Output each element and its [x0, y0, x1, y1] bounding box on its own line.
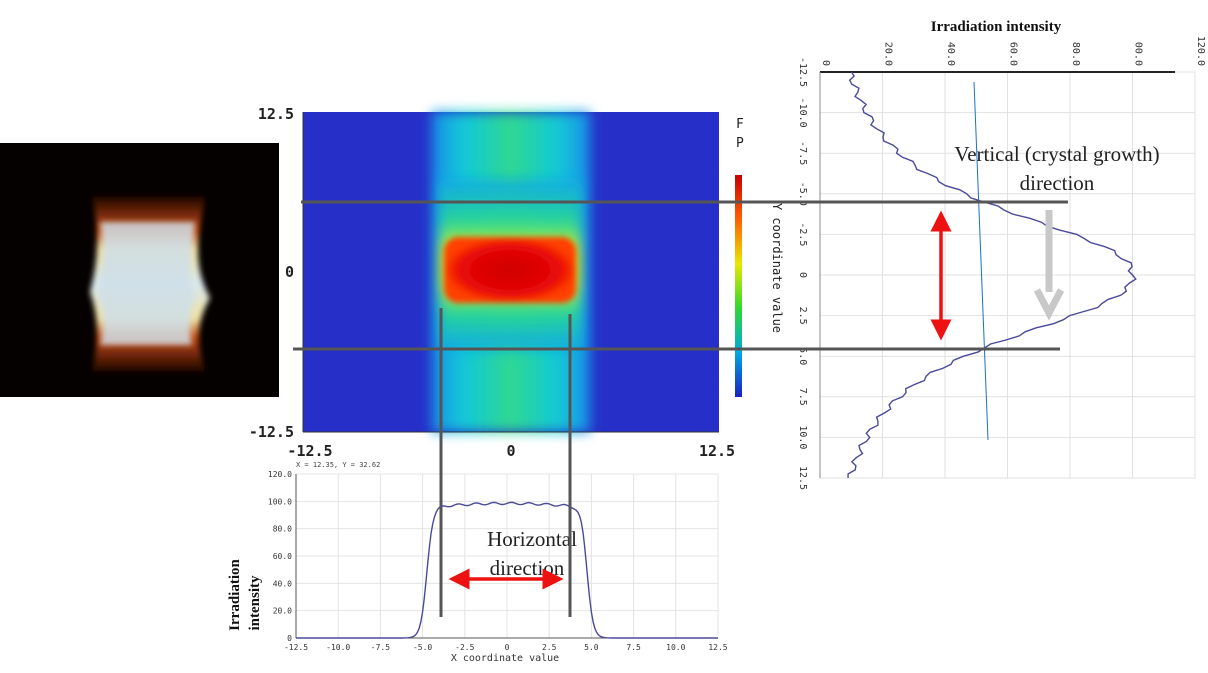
vertical-profile-ticks: 0 20.0 40.0 60.0 80.0 00.0 120.0 -12.5 -10.0 -7.5…	[797, 36, 1206, 490]
horizontal-profile-y-tick: 120.0	[268, 470, 292, 479]
horizontal-profile-y-tick: 0	[287, 634, 292, 643]
vertical-profile-position-tick: 7.5	[797, 388, 808, 406]
horizontal-profile-ylabel: intensity	[247, 575, 263, 631]
vertical-profile-half-max-line	[973, 81, 989, 441]
vertical-profile-position-tick: -2.5	[797, 222, 808, 246]
vertical-profile-position-tick: 10.0	[797, 425, 808, 449]
colorbar-label: Y coordinate value	[770, 203, 784, 333]
heatmap-x-tick: 0	[506, 442, 515, 460]
horizontal-profile-x-tick: -7.5	[371, 643, 390, 652]
vertical-profile-position-tick: 5.0	[797, 347, 808, 365]
vertical-profile-intensity-tick: 80.0	[1070, 42, 1081, 66]
colorbar-title-fragment: F	[736, 117, 744, 132]
vertical-profile-position-tick: 12.5	[797, 466, 808, 490]
horizontal-profile-x-tick: -10.0	[326, 643, 350, 652]
vertical-profile-position-tick: -12.5	[797, 57, 808, 87]
horizontal-profile-panel	[284, 460, 732, 672]
vertical-profile-intensity-tick: 00.0	[1133, 42, 1144, 66]
horizontal-profile-x-tick: 12.5	[708, 643, 727, 652]
heatmap-y-tick: 0	[285, 263, 294, 281]
vertical-annotation: Vertical (crystal growth)	[954, 142, 1159, 166]
horizontal-profile-x-tick: 7.5	[626, 643, 641, 652]
horizontal-profile-y-tick: 60.0	[273, 552, 292, 561]
colorbar-title-fragment: P	[736, 136, 744, 151]
vertical-profile-curve	[847, 71, 1137, 478]
heatmap	[303, 112, 719, 432]
horizontal-profile-x-tick: -5.0	[413, 643, 432, 652]
crystal-photo	[0, 143, 279, 397]
guide-lines	[293, 200, 1068, 617]
vertical-profile-intensity-tick: 120.0	[1195, 36, 1206, 66]
horizontal-profile-x-tick: -2.5	[455, 643, 474, 652]
horizontal-annotation: Horizontal	[487, 527, 577, 551]
horizontal-profile-x-tick: 5.0	[584, 643, 599, 652]
horizontal-profile-x-tick: 2.5	[542, 643, 557, 652]
heatmap-x-tick: 12.5	[699, 442, 735, 460]
heatmap-core	[444, 237, 576, 303]
vertical-profile-title: Irradiation intensity	[931, 19, 1062, 35]
cursor-readout: X = 12.35, Y = 32.62	[296, 461, 380, 469]
vertical-annotation: direction	[1020, 171, 1095, 195]
horizontal-profile-chart: X = 12.35, Y = 32.62 120.0 100.0 80.0 60.0 4…	[227, 460, 732, 672]
heatmap-axes: 12.5 0 -12.5 -12.5 0 12.5	[249, 105, 735, 460]
horizontal-profile-y-tick: 80.0	[273, 525, 292, 534]
vertical-profile-intensity-tick: 0	[820, 60, 831, 66]
vertical-profile-position-tick: 2.5	[797, 307, 808, 325]
vertical-profile-position-tick: 0	[797, 272, 808, 278]
vertical-profile-intensity-tick: 40.0	[945, 42, 956, 66]
heatmap-x-tick: -12.5	[287, 442, 332, 460]
colorbar: F P Y coordinate value	[735, 117, 784, 397]
horizontal-annotation: direction	[490, 556, 565, 580]
horizontal-profile-y-tick: 40.0	[273, 579, 292, 588]
horizontal-profile-ylabel: Irradiation	[227, 559, 243, 631]
horizontal-profile-curve	[296, 501, 718, 639]
horizontal-profile-x-tick: -12.5	[284, 643, 308, 652]
vertical-profile-position-tick: -5.0	[797, 182, 808, 206]
heatmap-y-tick: -12.5	[249, 423, 294, 441]
vertical-profile-intensity-tick: 20.0	[883, 42, 894, 66]
heatmap-y-tick: 12.5	[258, 105, 294, 123]
horizontal-profile-y-tick: 20.0	[273, 607, 292, 616]
vertical-profile-position-tick: -10.0	[797, 98, 808, 128]
colorbar-scale	[735, 175, 742, 397]
horizontal-profile-x-tick: 10.0	[666, 643, 685, 652]
vertical-profile-chart: Irradiation intensity 0 20.0 40.0 60.0 80.0 0…	[797, 19, 1206, 490]
horizontal-profile-x-tick: 0	[505, 643, 510, 652]
vertical-profile-intensity-tick: 60.0	[1008, 42, 1019, 66]
vertical-profile-position-tick: -7.5	[797, 141, 808, 165]
horizontal-profile-y-tick: 100.0	[268, 497, 292, 506]
gray-down-arrow	[1033, 210, 1065, 321]
horizontal-profile-xlabel: X coordinate value	[451, 653, 559, 664]
